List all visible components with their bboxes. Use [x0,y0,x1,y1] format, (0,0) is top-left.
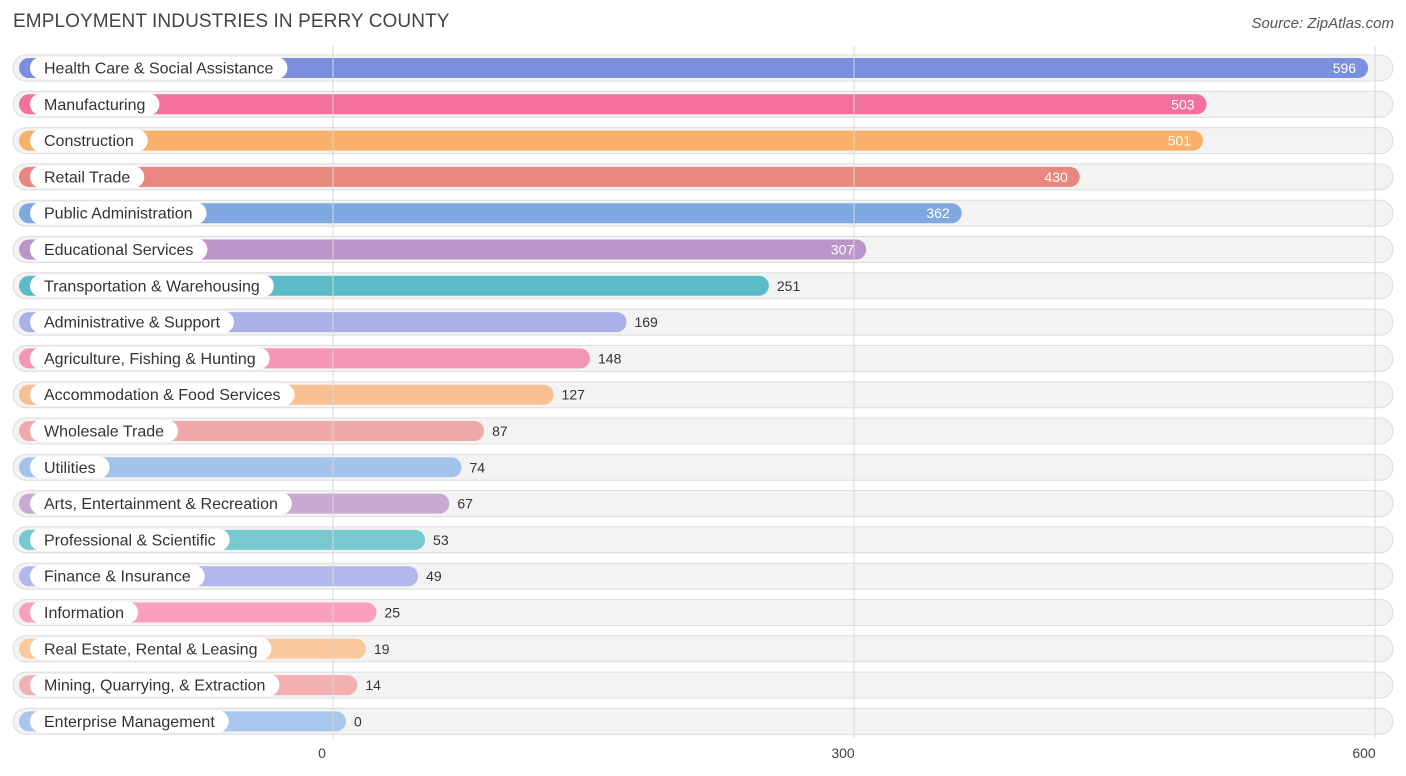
category-label: Manufacturing [44,97,145,114]
bar-row: Retail Trade 430 [12,163,1394,191]
bar-row: Educational Services 307 [12,236,1394,263]
bar-row: Real Estate, Rental & Leasing 19 [12,635,1394,663]
x-tick-label: 600 [1352,745,1376,761]
value-label: 501 [1168,133,1192,149]
value-label: 251 [777,278,801,294]
category-label: Wholesale Trade [44,424,164,441]
category-label-pill [30,456,110,479]
value-label: 67 [457,496,473,512]
bar [19,58,1369,78]
bar-row: Transportation & Warehousing 251 [12,272,1394,300]
value-label: 25 [384,605,400,621]
bar-row: Administrative & Support 169 [12,308,1394,336]
bar-row: Manufacturing 503 [12,90,1394,118]
value-label: 87 [492,423,508,439]
category-label: Retail Trade [44,169,130,186]
category-label-pill [30,420,179,442]
row-background [12,671,1394,699]
bar [19,130,1204,151]
category-label-pill [30,129,148,152]
category-label-pill [30,202,207,225]
category-label-pill [30,165,145,188]
gridlines-overlay [332,46,1376,739]
bar [19,457,462,478]
value-label: 53 [433,532,449,548]
category-label-pill [30,238,208,261]
value-label: 0 [354,713,362,729]
bar-row: Agriculture, Fishing & Hunting 148 [12,344,1394,372]
bar [19,94,1207,115]
value-label: 127 [562,387,586,403]
x-tick-label: 0 [318,745,326,761]
bar-row: Enterprise Management 0 [12,707,1394,735]
category-label: Finance & Insurance [44,569,191,586]
category-label-pill [30,492,292,515]
category-label-pill [30,57,288,79]
value-label: 503 [1171,96,1195,112]
category-label: Arts, Entertainment & Recreation [44,496,278,513]
bar-row: Arts, Entertainment & Recreation 67 [12,490,1394,518]
bar [19,239,867,260]
category-label: Accommodation & Food Services [44,387,281,404]
value-label: 49 [426,568,442,584]
category-label-pill [30,274,274,297]
category-label: Information [44,605,124,622]
value-label: 596 [1333,60,1357,76]
category-label-pill [30,93,160,116]
category-label-pill [30,710,229,733]
bar-row: Health Care & Social Assistance 596 [12,54,1394,82]
value-label: 307 [831,242,855,258]
bar-row: Mining, Quarrying, & Extraction 14 [12,671,1394,699]
chart-title: EMPLOYMENT INDUSTRIES IN PERRY COUNTY [13,11,450,32]
x-axis-ticks: 0 300 600 [318,745,1376,761]
category-label-pill [30,528,230,551]
category-label-pill [30,311,235,334]
bar-row: Information 25 [12,599,1394,626]
category-label: Public Administration [44,206,193,223]
category-label: Real Estate, Rental & Leasing [44,641,257,658]
bar-row: Professional & Scientific 53 [12,526,1394,554]
category-label-pill [30,347,270,370]
category-label: Transportation & Warehousing [44,278,260,295]
category-label-pill [30,601,139,624]
x-tick-label: 300 [831,745,855,761]
value-label: 430 [1044,169,1068,185]
category-label-pill [30,637,272,660]
bar-row: Accommodation & Food Services 127 [12,381,1394,409]
value-label: 19 [374,641,390,657]
bar-row: Wholesale Trade 87 [12,417,1394,445]
bar [19,166,1080,187]
category-label: Enterprise Management [44,714,215,731]
bar [19,203,962,224]
bar-rows: Health Care & Social Assistance 596 Manufa… [12,46,1394,739]
category-label: Professional & Scientific [44,532,216,549]
category-label: Utilities [44,460,96,477]
category-label: Administrative & Support [44,315,221,332]
category-label: Mining, Quarrying, & Extraction [44,678,265,695]
value-label: 169 [634,314,658,330]
bar-row: Public Administration 362 [12,199,1394,227]
category-label: Health Care & Social Assistance [44,61,274,78]
bar-row: Finance & Insurance 49 [12,562,1394,590]
value-label: 148 [598,350,622,366]
bar-row: Utilities 74 [12,453,1394,481]
category-label: Agriculture, Fishing & Hunting [44,351,256,368]
value-label: 74 [470,459,486,475]
source-credit: Source: ZipAtlas.com [1251,15,1394,32]
value-label: 14 [365,677,381,693]
bar-row: Construction 501 [12,127,1394,155]
category-label-pill [30,674,280,697]
category-label-pill [30,383,295,406]
row-background [12,707,1394,735]
value-label: 362 [926,205,950,221]
category-label: Construction [44,133,134,150]
category-label: Educational Services [44,242,193,259]
category-label-pill [30,565,205,588]
